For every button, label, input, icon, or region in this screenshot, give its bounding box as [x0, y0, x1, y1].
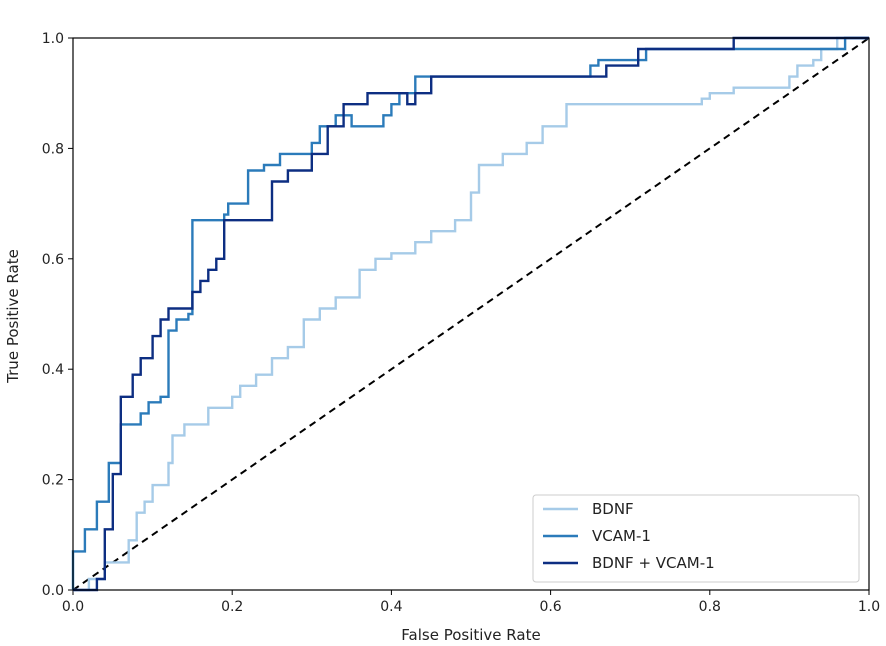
legend: BDNF VCAM-1 BDNF + VCAM-1 [532, 494, 860, 583]
legend-label-bdnf: BDNF [592, 500, 634, 518]
x-tick-label: 0.4 [380, 599, 402, 615]
x-tick-label: 0.8 [699, 599, 721, 615]
y-tick-label: 0.4 [42, 362, 64, 378]
x-tick-label: 0.6 [539, 599, 561, 615]
y-axis-label: True Positive Rate [4, 249, 22, 384]
legend-label-bdnf-vcam-1: BDNF + VCAM-1 [592, 554, 715, 572]
x-tick-label: 1.0 [858, 599, 880, 615]
y-tick-label: 0.2 [42, 473, 64, 489]
roc-curve-bdnf-vcam-1 [73, 36, 869, 592]
roc-curve-bdnf [73, 36, 869, 592]
y-axis: 0.0 0.2 0.4 0.6 0.8 1.0 [42, 31, 73, 599]
plot-area [71, 36, 870, 592]
x-axis: 0.0 0.2 0.4 0.6 0.8 1.0 [62, 590, 880, 615]
y-tick-label: 0.8 [42, 141, 64, 157]
legend-box [532, 494, 860, 583]
plot-frame [72, 37, 870, 591]
x-tick-label: 0.2 [221, 599, 243, 615]
x-tick-label: 0.0 [62, 599, 84, 615]
x-axis-label: False Positive Rate [401, 626, 540, 644]
chance-diagonal-line [72, 37, 870, 591]
y-tick-label: 1.0 [42, 31, 64, 47]
legend-label-vcam-1: VCAM-1 [592, 527, 651, 545]
y-tick-label: 0.6 [42, 252, 64, 268]
y-tick-label: 0.0 [42, 583, 64, 599]
roc-curve-vcam-1 [71, 36, 869, 590]
